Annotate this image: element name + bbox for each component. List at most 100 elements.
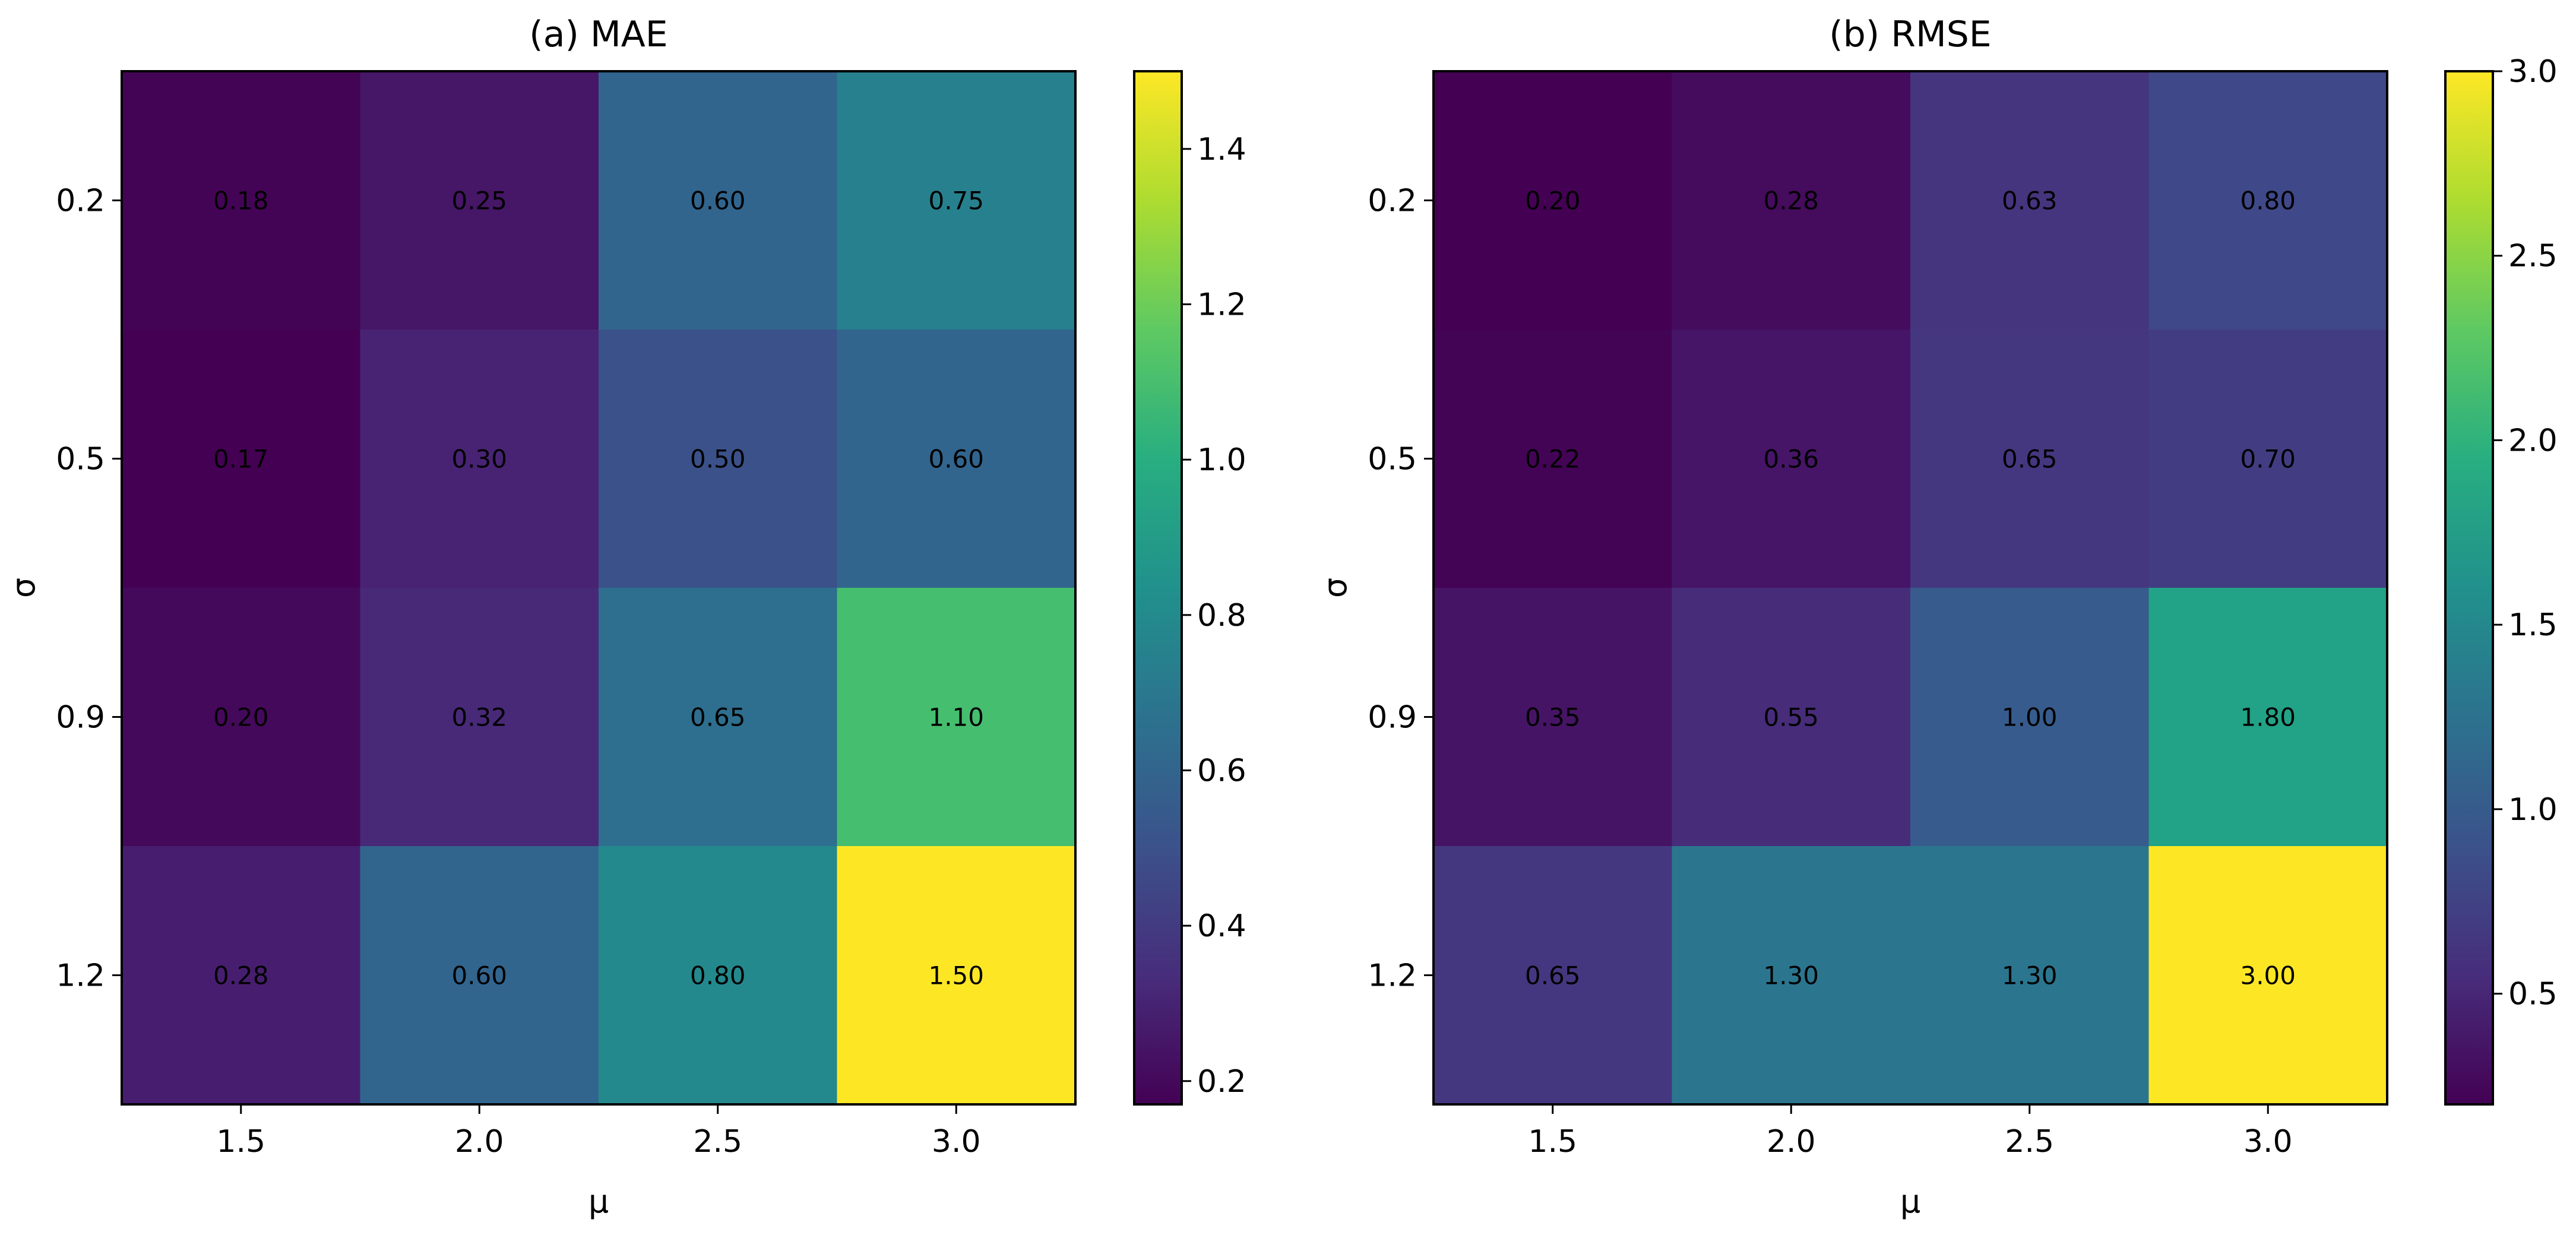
chart-title: (a) MAE [529, 14, 667, 55]
heatmap-cell [2148, 588, 2388, 847]
heatmap-cell [122, 588, 361, 847]
colorbar-tick-label: 0.5 [2508, 977, 2558, 1012]
cell-value-label: 0.65 [1525, 961, 1581, 990]
colorbar-tick-label: 0.6 [1197, 753, 1246, 788]
x-tick-label: 2.5 [2005, 1124, 2054, 1160]
cell-value-label: 0.60 [928, 445, 984, 474]
heatmap-cell [599, 846, 838, 1105]
cell-value-label: 0.28 [213, 961, 269, 990]
plot-frame [121, 70, 1077, 1106]
colorbar [1133, 70, 1183, 1106]
colorbar-tick-label: 3.0 [2508, 54, 2558, 90]
heatmap-cell [1672, 71, 1911, 330]
colorbar-tick-label: 2.5 [2508, 239, 2558, 274]
cell-value-label: 0.70 [2240, 445, 2296, 474]
heatmap-cell [1910, 588, 2150, 847]
colorbar-tick-label: 1.0 [2508, 792, 2558, 828]
y-tick-label: 0.2 [56, 183, 105, 219]
y-tick-label: 0.5 [56, 442, 105, 477]
colorbar [2444, 70, 2494, 1106]
heatmap-cell [1433, 330, 1673, 588]
cell-value-label: 0.65 [2002, 445, 2058, 474]
cell-value-label: 0.55 [1763, 703, 1819, 732]
cell-value-label: 0.35 [1525, 703, 1581, 732]
cell-value-label: 0.60 [690, 186, 746, 216]
cell-value-label: 0.65 [690, 703, 746, 732]
y-axis-ticks: 0.2 0.5 0.9 1.2 [56, 183, 122, 994]
cell-value-label: 1.80 [2240, 703, 2296, 732]
cell-value-label: 0.36 [1763, 445, 1819, 474]
x-tick-label: 3.0 [2243, 1124, 2293, 1160]
chart-title: (b) RMSE [1829, 14, 1991, 55]
y-tick-label: 1.2 [56, 958, 105, 994]
cell-value-label: 1.30 [1763, 961, 1819, 990]
y-tick-label: 0.9 [56, 700, 105, 736]
heatmap-cell [360, 846, 599, 1105]
heatmap-cell [599, 71, 838, 330]
cell-value-label: 0.25 [451, 186, 507, 216]
y-tick-label: 0.9 [1368, 700, 1417, 736]
cell-value-label: 0.50 [690, 445, 746, 474]
heatmap-cell [1672, 588, 1911, 847]
cell-value-label: 0.75 [928, 186, 984, 216]
heatmap-cell [837, 588, 1076, 847]
heatmap-cell [360, 330, 599, 588]
y-axis-label: σ [1317, 578, 1354, 598]
heatmap-cell [837, 330, 1076, 588]
x-tick-label: 2.5 [693, 1124, 742, 1160]
y-tick-label: 0.5 [1368, 442, 1417, 477]
heatmap-cell [2148, 71, 2388, 330]
heatmap-cell [599, 588, 838, 847]
heatmap-panel-mae: (a) MAE 0.18 0.25 0.60 0.750.17 0.30 0.50 0.60… [5, 14, 1246, 1220]
cell-value-label: 0.20 [1525, 186, 1581, 216]
cell-value-label: 1.10 [928, 703, 984, 732]
cell-value-label: 0.22 [1525, 445, 1581, 474]
heatmap-cell [360, 71, 599, 330]
y-axis-ticks: 0.2 0.5 0.9 1.2 [1368, 183, 1433, 994]
heatmap-cell [599, 330, 838, 588]
cell-value-label: 1.50 [928, 961, 984, 990]
y-tick-label: 1.2 [1368, 958, 1417, 994]
heatmap-cell [1433, 846, 1673, 1105]
cell-value-label: 1.00 [2002, 703, 2058, 732]
heatmap-cell [122, 330, 361, 588]
colorbar-tick-label: 0.2 [1197, 1064, 1246, 1100]
y-axis-label: σ [5, 578, 42, 598]
cell-value-label: 1.30 [2002, 961, 2058, 990]
x-tick-label: 1.5 [216, 1124, 265, 1160]
x-axis-label: μ [1900, 1183, 1920, 1220]
x-tick-label: 2.0 [1767, 1124, 1816, 1160]
heatmap-cell [837, 846, 1076, 1105]
cell-value-label: 0.20 [213, 703, 269, 732]
colorbar-tick-label: 1.0 [1197, 442, 1246, 478]
cell-value-label: 0.80 [690, 961, 746, 990]
x-axis-label: μ [588, 1183, 609, 1220]
cell-value-label: 0.17 [213, 445, 269, 474]
heatmap-cell [2148, 846, 2388, 1105]
heatmap-cell [2148, 330, 2388, 588]
heatmap-cell [1672, 330, 1911, 588]
heatmap-cells: 0.18 0.25 0.60 0.75 0.17 0.30 0.50 0.60 0.20 0.32… [122, 71, 1076, 1105]
colorbar-tick-label: 2.0 [2508, 423, 2558, 458]
cell-value-label: 0.63 [2002, 186, 2058, 216]
colorbar-ticks: 0.2 0.4 0.6 0.8 1.0 1.2 1.4 [1182, 132, 1246, 1100]
cell-value-label: 0.28 [1763, 186, 1819, 216]
cell-value-label: 0.30 [451, 445, 507, 474]
x-axis-ticks: 1.5 2.0 2.5 3.0 [1528, 1104, 2293, 1160]
heatmap-cell [1672, 846, 1911, 1105]
x-tick-label: 3.0 [932, 1124, 981, 1160]
heatmap-cell [1433, 588, 1673, 847]
colorbar-tick-label: 0.4 [1197, 908, 1246, 944]
heatmap-cell [1433, 71, 1673, 330]
heatmap-cell [1910, 71, 2150, 330]
colorbar-tick-label: 1.2 [1197, 287, 1246, 322]
heatmap-cell [1910, 330, 2150, 588]
colorbar-ticks: 0.5 1.0 1.5 2.0 2.5 3.0 [2493, 54, 2558, 1012]
heatmap-cell [360, 588, 599, 847]
x-tick-label: 1.5 [1528, 1124, 1577, 1160]
heatmap-cell [1910, 846, 2150, 1105]
colorbar-tick-label: 1.5 [2508, 607, 2558, 643]
heatmap-panel-rmse: (b) RMSE 0.20 0.28 0.63 0.80 0.22 0.36 0.65 0.7… [1317, 14, 2558, 1220]
x-tick-label: 2.0 [455, 1124, 504, 1160]
